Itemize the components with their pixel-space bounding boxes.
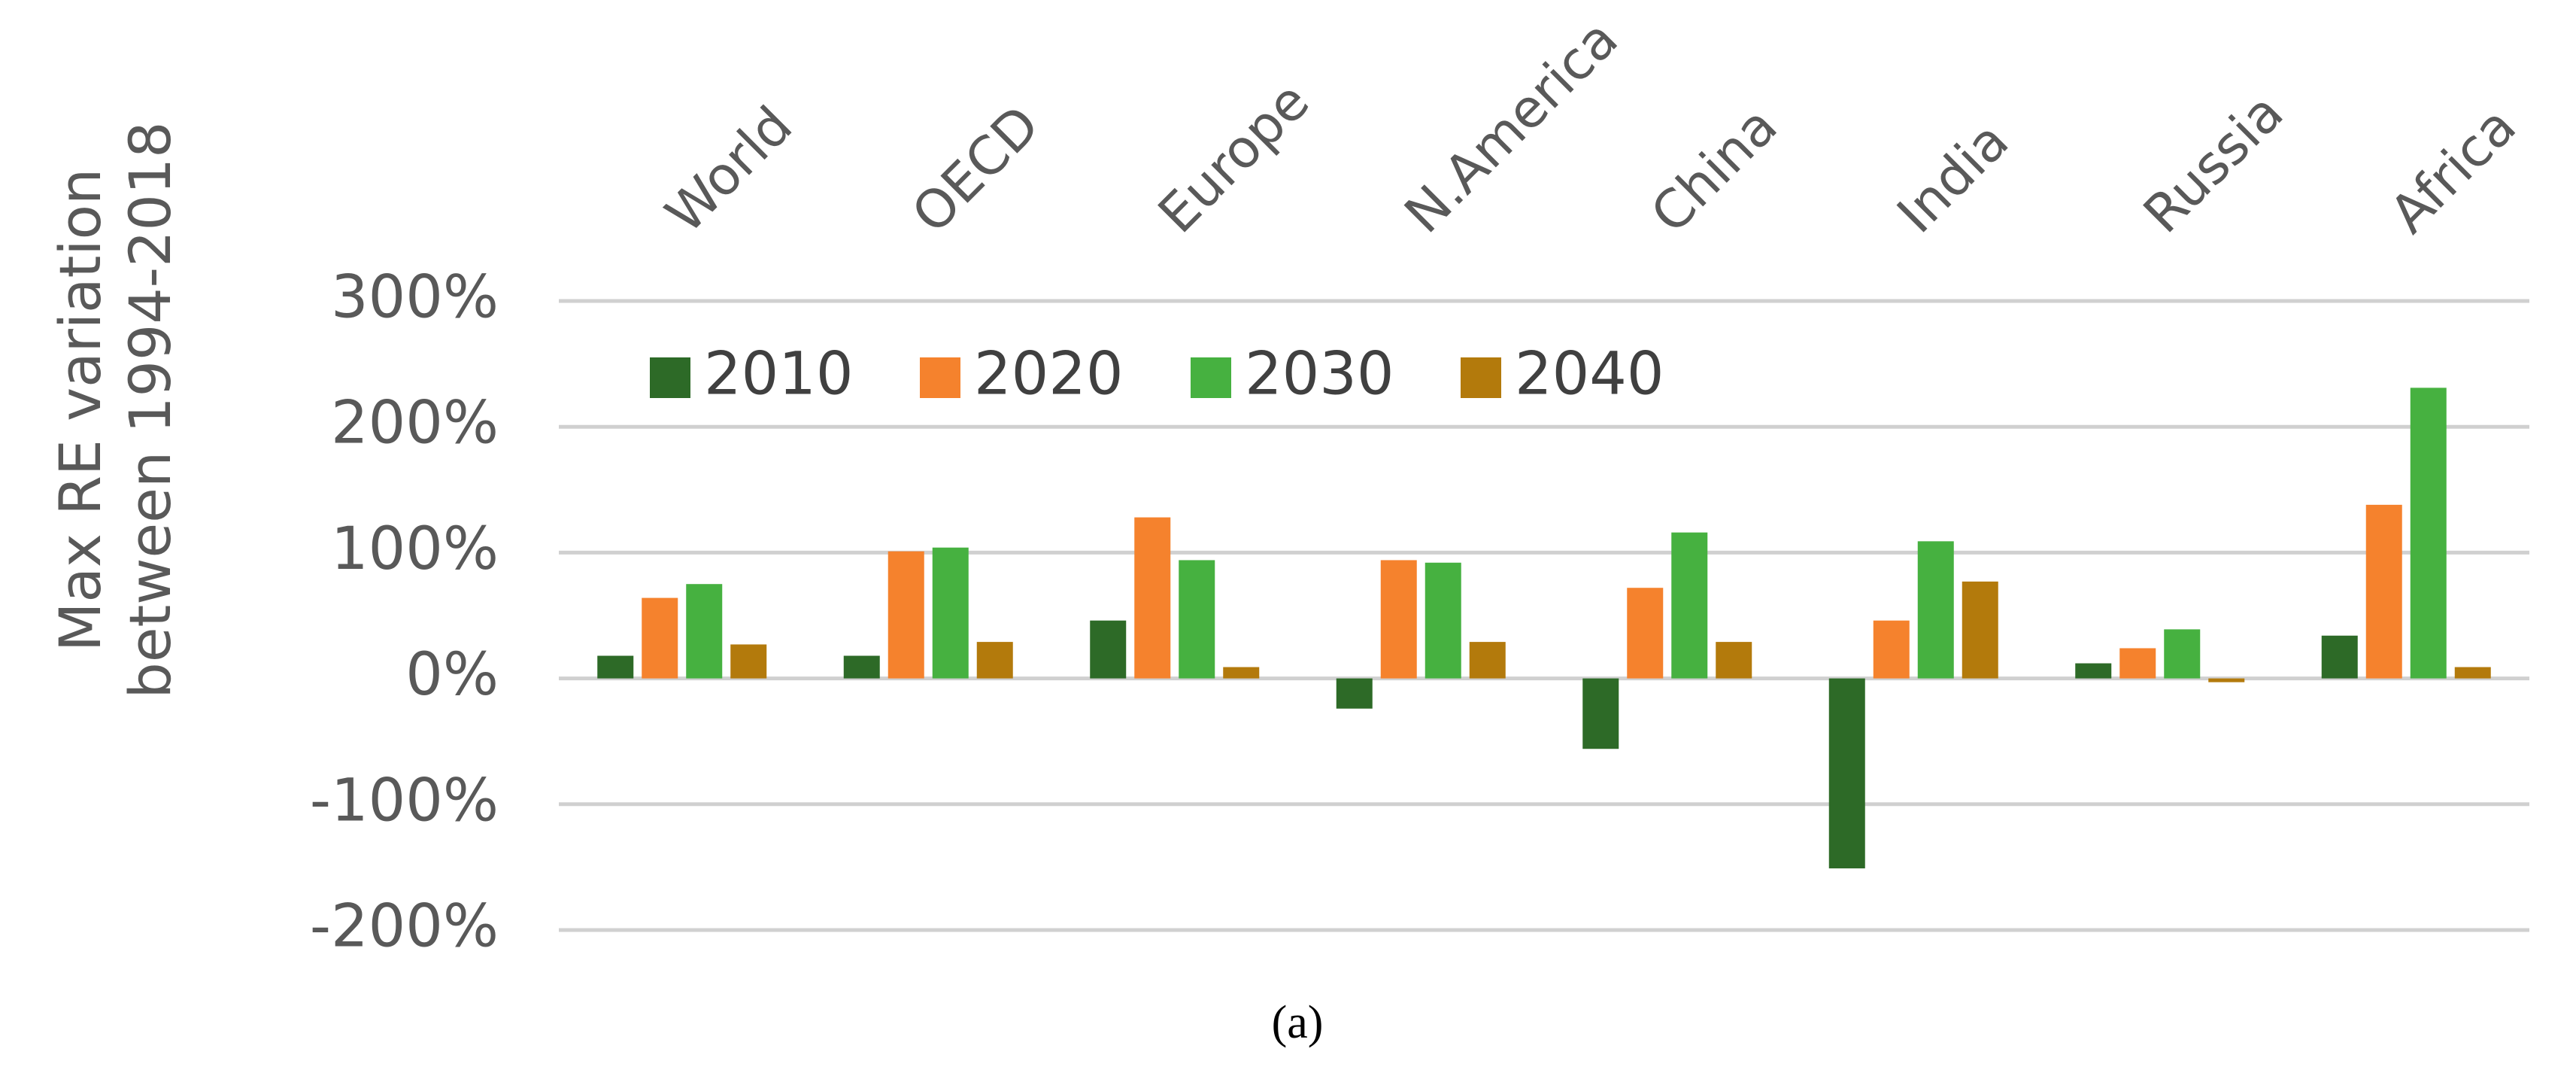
y-axis-label: between 1994-2018 — [117, 121, 184, 698]
y-tick-label: 0% — [405, 641, 499, 709]
bar — [1425, 562, 1461, 679]
x-tick-label: World — [654, 95, 804, 245]
bar — [1962, 581, 1998, 679]
x-tick-label: N.America — [1393, 8, 1630, 245]
bar — [1716, 642, 1752, 679]
x-tick-label: Russia — [2131, 81, 2295, 245]
bar — [1582, 678, 1619, 749]
bar — [686, 584, 723, 679]
bar — [976, 642, 1013, 679]
bar — [1380, 560, 1417, 679]
legend-label: 2010 — [704, 340, 854, 408]
bar — [2208, 678, 2245, 682]
bar — [1671, 532, 1708, 679]
bar — [1090, 620, 1127, 679]
bar — [1336, 678, 1373, 709]
legend-swatch — [1191, 357, 1231, 398]
x-tick-label: Europe — [1146, 70, 1321, 245]
bar — [2119, 648, 2156, 679]
legend-swatch — [650, 357, 690, 398]
y-tick-label: 100% — [331, 515, 499, 583]
bar — [1134, 517, 1171, 679]
legend-swatch — [920, 357, 960, 398]
x-tick-label: China — [1639, 95, 1789, 245]
bar — [1627, 588, 1664, 679]
y-tick-label: -100% — [310, 767, 499, 834]
bar — [843, 655, 880, 679]
x-tick-label: India — [1886, 110, 2020, 245]
legend-label: 2030 — [1245, 340, 1394, 408]
y-tick-label: 300% — [331, 263, 499, 331]
bar — [1917, 541, 1954, 679]
bar — [1828, 678, 1865, 869]
bar — [2164, 629, 2201, 679]
y-axis-label: Max RE variation — [47, 169, 114, 652]
bar — [1223, 667, 1260, 679]
legend-swatch — [1461, 357, 1501, 398]
bar — [642, 597, 678, 679]
bar — [2365, 504, 2402, 679]
bar — [597, 655, 634, 679]
bar — [2321, 635, 2358, 679]
bar — [2410, 388, 2447, 679]
bar — [1469, 642, 1506, 679]
bar — [730, 644, 767, 679]
legend-label: 2040 — [1515, 340, 1664, 408]
x-tick-label: Africa — [2378, 95, 2528, 245]
y-tick-label: -200% — [310, 892, 499, 960]
bar — [2075, 663, 2112, 679]
bar — [1873, 620, 1910, 679]
x-tick-label: OECD — [900, 94, 1051, 245]
caption: (a) — [1272, 997, 1324, 1048]
bar — [932, 547, 969, 679]
y-tick-label: 200% — [331, 390, 499, 457]
bar — [1179, 560, 1215, 679]
legend-label: 2020 — [974, 340, 1124, 408]
bar — [2454, 667, 2491, 679]
bar — [887, 551, 924, 679]
